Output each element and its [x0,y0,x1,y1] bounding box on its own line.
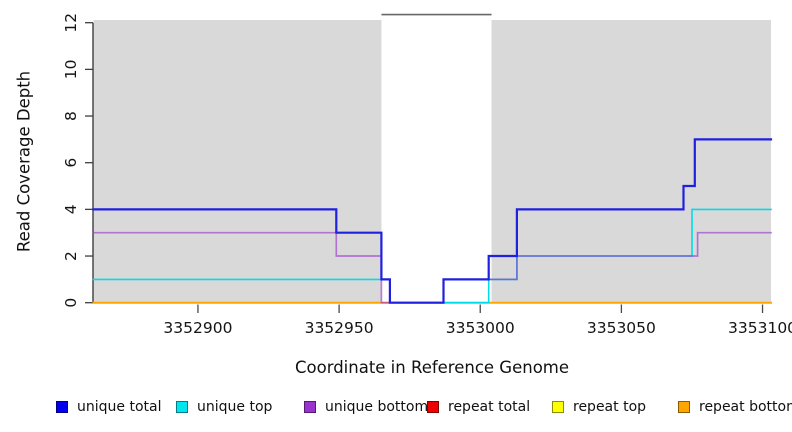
y-tick-label: 6 [62,158,80,168]
y-tick-label: 10 [62,59,80,79]
legend-item-repeat-top: repeat top [552,399,646,415]
legend-swatch-repeat-total [427,401,439,413]
legend-item-unique-bottom: unique bottom [304,399,428,415]
y-tick-label: 0 [62,298,80,308]
legend-label: unique top [197,399,273,415]
legend-swatch-repeat-top [552,401,564,413]
legend-swatch-unique-bottom [304,401,316,413]
y-tick-label: 12 [62,13,80,33]
legend-swatch-repeat-bottom [678,401,690,413]
legend-item-unique-top: unique top [176,399,272,415]
series-line-unique-total [92,138,773,304]
legend-label: unique bottom [325,399,429,415]
legend-item-unique-total: unique total [56,399,161,415]
y-tick-label: 8 [62,111,80,121]
legend-label: unique total [77,399,162,415]
x-axis-title: Coordinate in Reference Genome [294,358,570,377]
x-tick-label: 3353050 [587,319,656,337]
y-tick-label: 2 [62,251,80,261]
y-tick-label: 4 [62,204,80,214]
x-tick-label: 3353100 [728,319,792,337]
legend-item-repeat-bottom: repeat bottom [678,399,792,415]
x-tick-label: 3352950 [305,319,374,337]
x-tick-label: 3352900 [163,319,232,337]
legend-swatch-unique-total [56,401,68,413]
legend-label: repeat bottom [699,399,792,415]
y-axis-title: Read Coverage Depth [14,70,34,253]
x-tick-label: 3353000 [446,319,515,337]
legend-item-repeat-total: repeat total [427,399,530,415]
coverage-gap-band [381,14,492,304]
legend-label: repeat top [573,399,647,415]
legend-swatch-unique-top [176,401,188,413]
legend-label: repeat total [448,399,531,415]
coverage-chart: 0 2 4 6 8 10 12 3352900 3352950 3353000 3353050 335… [62,13,792,337]
